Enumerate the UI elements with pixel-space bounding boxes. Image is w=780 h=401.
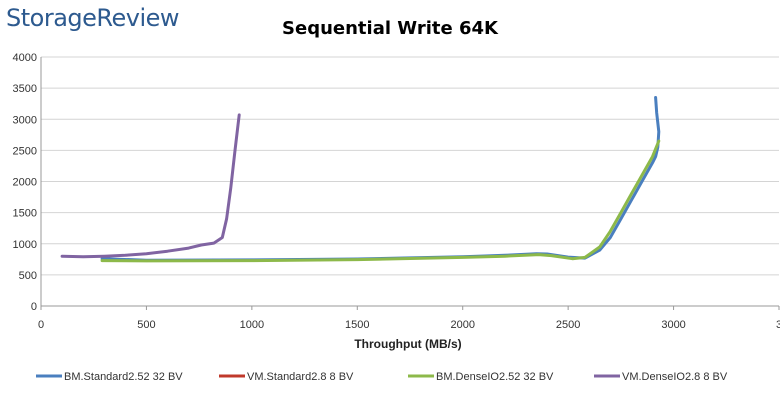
x-tick-label: 2000 bbox=[450, 319, 474, 331]
y-tick-label: 3000 bbox=[13, 114, 37, 126]
y-tick-label: 2500 bbox=[13, 145, 37, 157]
storagereview-logo: StorageReview bbox=[6, 4, 180, 32]
x-tick-label: 1000 bbox=[240, 319, 264, 331]
x-tick-label: 1500 bbox=[345, 319, 369, 331]
legend-label: VM.DenseIO2.8 8 BV bbox=[622, 371, 728, 383]
x-tick-label: 3 bbox=[776, 319, 780, 331]
y-tick-label: 2000 bbox=[13, 177, 37, 189]
y-tick-label: 1500 bbox=[13, 208, 37, 220]
x-axis-label: Throughput (MB/s) bbox=[354, 337, 461, 351]
series-line-4 bbox=[60, 113, 241, 259]
legend-label: VM.Standard2.8 8 BV bbox=[247, 371, 354, 383]
series-lines bbox=[60, 96, 661, 263]
legend-label: BM.DenseIO2.52 32 BV bbox=[436, 371, 554, 383]
legend-label: BM.Standard2.52 32 BV bbox=[64, 371, 183, 383]
grid-lines bbox=[41, 56, 779, 307]
x-tick-label: 0 bbox=[38, 319, 44, 331]
x-tick-label: 3000 bbox=[661, 319, 685, 331]
y-tick-label: 3500 bbox=[13, 83, 37, 95]
series-line-1 bbox=[100, 96, 661, 262]
y-tick-label: 500 bbox=[19, 270, 37, 282]
y-tick-label: 4000 bbox=[13, 52, 37, 64]
y-tick-label: 0 bbox=[31, 301, 37, 313]
x-axis: 0 500 1000 1500 2000 2500 3000 3 bbox=[38, 306, 780, 331]
y-axis: 0 500 1000 1500 2000 2500 3000 3500 4000 bbox=[13, 52, 42, 313]
y-tick-label: 1000 bbox=[13, 239, 37, 251]
x-tick-label: 500 bbox=[137, 319, 155, 331]
series-line-3 bbox=[100, 139, 661, 263]
chart-title: Sequential Write 64K bbox=[282, 18, 499, 39]
x-tick-label: 2500 bbox=[556, 319, 580, 331]
legend: BM.Standard2.52 32 BV VM.Standard2.8 8 BV… bbox=[36, 371, 728, 383]
